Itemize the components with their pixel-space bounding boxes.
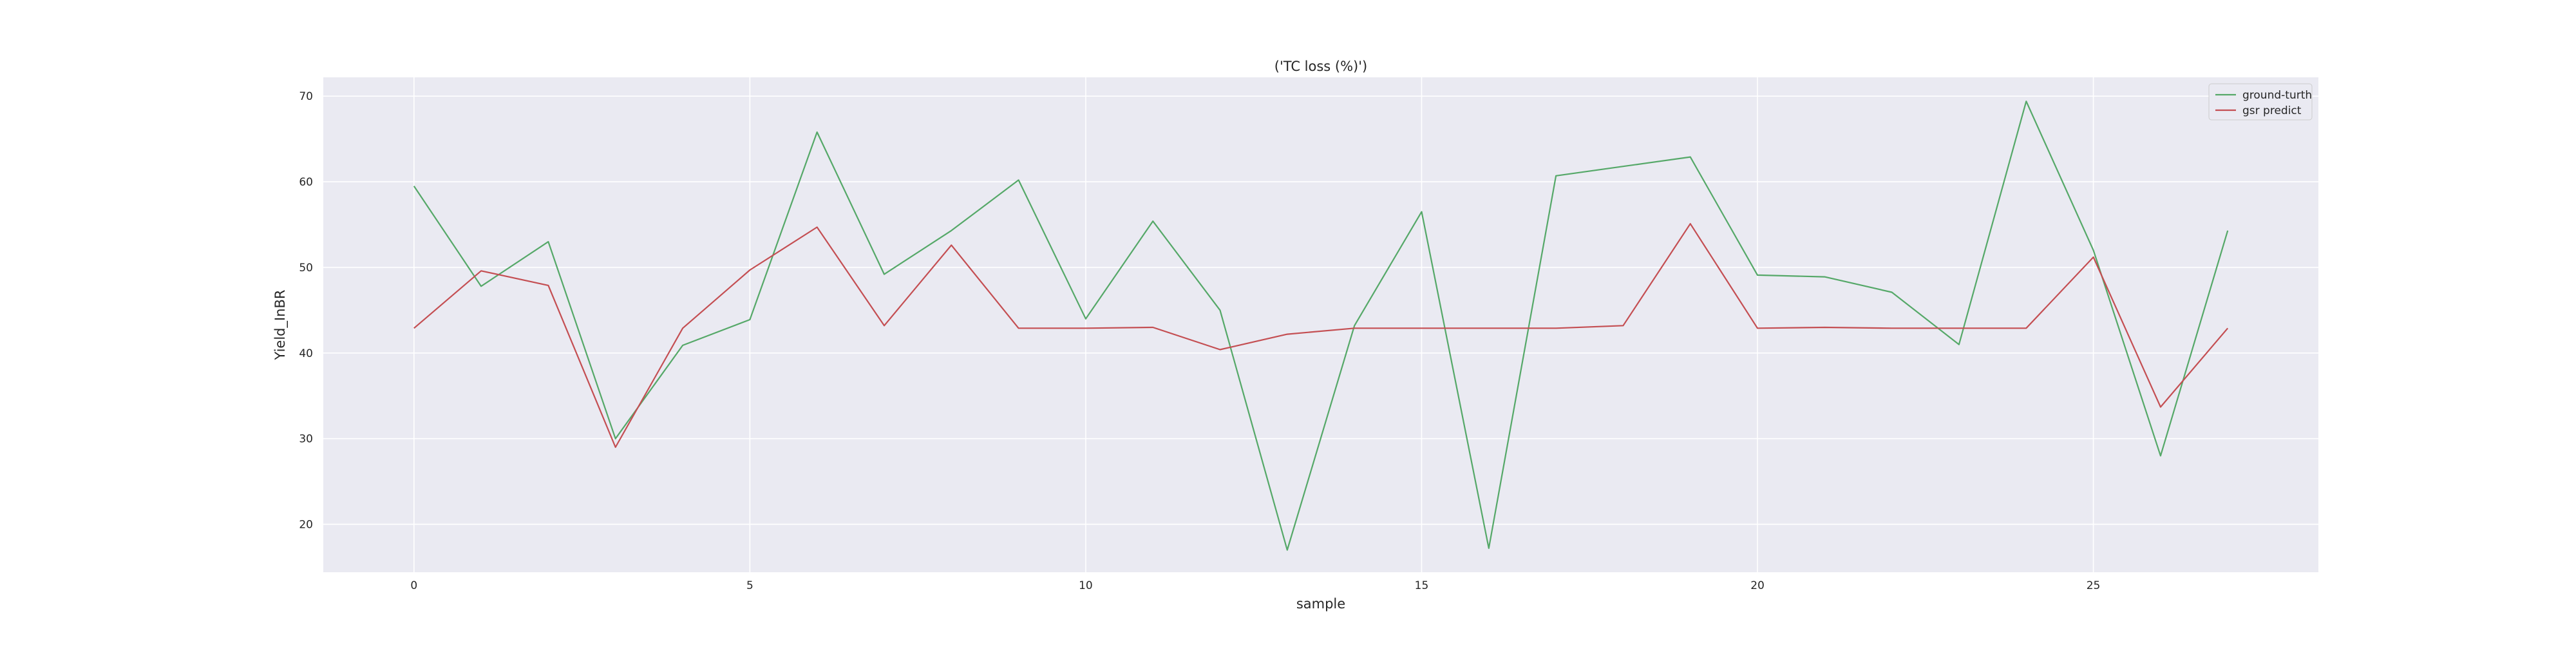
tick-labels: 0 5 10 15 20 25 20 30 40 50 60 70 bbox=[299, 90, 2100, 592]
y-tick-label: 30 bbox=[299, 433, 313, 446]
y-tick-label: 70 bbox=[299, 90, 313, 103]
grid-lines bbox=[323, 77, 2318, 572]
y-tick-label: 20 bbox=[299, 519, 313, 532]
y-tick-label: 60 bbox=[299, 176, 313, 189]
plot-area bbox=[323, 77, 2318, 572]
x-tick-label: 5 bbox=[746, 579, 753, 592]
legend-label: ground-turth bbox=[2242, 89, 2312, 102]
x-tick-label: 25 bbox=[2087, 579, 2101, 592]
x-tick-label: 20 bbox=[1750, 579, 1765, 592]
y-axis-label: Yield_InBR bbox=[272, 290, 289, 361]
legend-label: gsr predict bbox=[2242, 104, 2302, 117]
x-axis-label: sample bbox=[1296, 596, 1345, 612]
x-tick-label: 10 bbox=[1079, 579, 1093, 592]
legend: ground-turth gsr predict bbox=[2208, 83, 2313, 121]
y-tick-label: 50 bbox=[299, 262, 313, 275]
series-line-ground-turth bbox=[413, 101, 2229, 551]
x-tick-label: 0 bbox=[410, 579, 417, 592]
series-layer bbox=[413, 101, 2229, 551]
chart-title: ('TC loss (%)') bbox=[1274, 59, 1367, 74]
series-line-gsr-predict bbox=[413, 223, 2229, 449]
y-tick-label: 40 bbox=[299, 347, 313, 360]
x-tick-label: 15 bbox=[1415, 579, 1429, 592]
